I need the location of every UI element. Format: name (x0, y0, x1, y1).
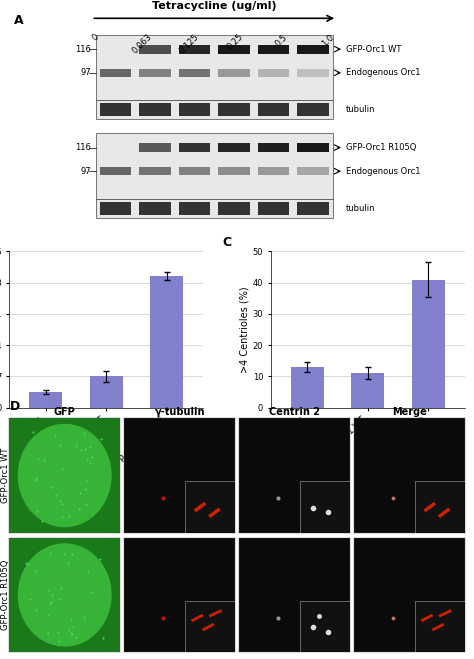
Bar (179, 103, 210, 116)
Bar (179, 143, 210, 152)
Bar (218, 167, 250, 175)
Y-axis label: GFP-Orc1 WT: GFP-Orc1 WT (1, 448, 10, 503)
Bar (179, 167, 210, 175)
Bar (139, 202, 171, 215)
Bar (100, 167, 131, 175)
Bar (297, 167, 328, 175)
Bar (139, 45, 171, 54)
Bar (139, 167, 171, 175)
Bar (139, 69, 171, 77)
Text: 0.5: 0.5 (274, 32, 290, 48)
Bar (258, 103, 289, 116)
Bar (258, 167, 289, 175)
Bar (258, 202, 289, 215)
Bar (100, 202, 131, 215)
Text: GFP-Orc1 WT: GFP-Orc1 WT (346, 45, 401, 53)
Bar (291, 367, 324, 408)
Bar (411, 279, 445, 408)
Bar (258, 143, 289, 152)
Text: 97: 97 (81, 167, 91, 176)
Text: tubulin: tubulin (346, 105, 376, 114)
Bar (90, 376, 123, 408)
Bar (351, 373, 384, 408)
Bar (218, 143, 250, 152)
Text: 1.0: 1.0 (320, 32, 336, 48)
Text: 0.25: 0.25 (226, 32, 245, 51)
Bar (218, 202, 250, 215)
Bar (96, 35, 333, 100)
Text: tubulin: tubulin (346, 204, 376, 213)
Text: A: A (14, 14, 24, 26)
Bar (96, 199, 333, 217)
Bar (218, 103, 250, 116)
Bar (96, 100, 333, 119)
Bar (297, 202, 328, 215)
Title: Merge: Merge (392, 407, 427, 417)
Bar (139, 103, 171, 116)
Bar (29, 392, 63, 408)
Title: γ-tubulin: γ-tubulin (155, 407, 205, 417)
Text: 0.125: 0.125 (177, 32, 201, 55)
Text: D: D (9, 401, 20, 413)
Text: 97: 97 (81, 69, 91, 77)
Bar (150, 276, 183, 408)
Title: Centrin 2: Centrin 2 (269, 407, 320, 417)
Text: GFP-Orc1 R105Q: GFP-Orc1 R105Q (346, 143, 417, 152)
Text: 0.063: 0.063 (131, 32, 154, 55)
Text: 116: 116 (75, 143, 91, 152)
Y-axis label: >4 Centrioles (%): >4 Centrioles (%) (240, 286, 250, 373)
Bar (139, 143, 171, 152)
Bar (297, 69, 328, 77)
Bar (100, 69, 131, 77)
Text: Endogenous Orc1: Endogenous Orc1 (346, 167, 421, 176)
Bar (297, 103, 328, 116)
Y-axis label: GFP-Orc1 R105Q: GFP-Orc1 R105Q (1, 559, 10, 630)
Title: GFP: GFP (54, 407, 75, 417)
Ellipse shape (18, 543, 112, 646)
Bar (179, 45, 210, 54)
Ellipse shape (18, 424, 112, 527)
Bar (96, 133, 333, 199)
Bar (100, 103, 131, 116)
Bar (297, 45, 328, 54)
Bar (218, 69, 250, 77)
Text: Endogenous Orc1: Endogenous Orc1 (346, 69, 421, 77)
Bar (179, 69, 210, 77)
Text: C: C (222, 236, 232, 248)
Text: 116: 116 (75, 45, 91, 53)
Text: 0: 0 (91, 32, 101, 42)
Bar (297, 143, 328, 152)
Bar (179, 202, 210, 215)
Bar (258, 45, 289, 54)
Text: Tetracycline (ug/ml): Tetracycline (ug/ml) (152, 1, 276, 11)
Bar (258, 69, 289, 77)
Bar (218, 45, 250, 54)
